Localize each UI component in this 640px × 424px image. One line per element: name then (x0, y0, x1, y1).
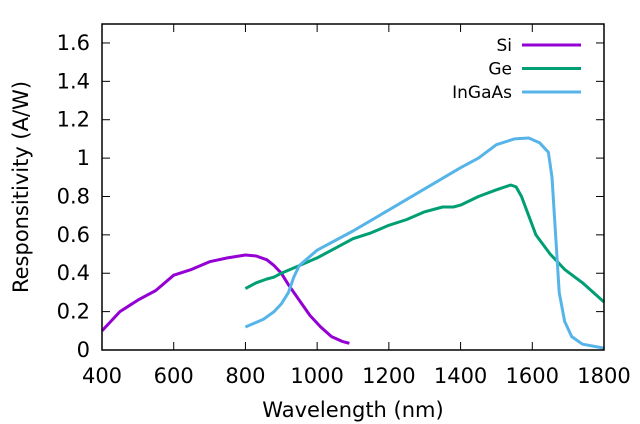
legend-label-ge: Ge (488, 60, 512, 80)
y-tick-label: 1.6 (57, 31, 90, 55)
x-tick-label: 1800 (577, 364, 630, 388)
y-tick-label: 0 (77, 338, 90, 362)
x-tick-label: 800 (225, 364, 265, 388)
y-tick-label: 1.2 (57, 108, 90, 132)
series-line-ge (244, 183, 605, 304)
x-tick-label: 1600 (506, 364, 559, 388)
x-tick-label: 600 (154, 364, 194, 388)
series-line-si (100, 253, 350, 345)
y-axis-title: Responsitivity (A/W) (9, 81, 33, 293)
x-tick-label: 1200 (362, 364, 415, 388)
legend-label-si: Si (496, 36, 512, 56)
legend-label-ingaas: InGaAs (452, 83, 512, 103)
y-tick-label: 0.8 (57, 184, 90, 208)
x-tick-label: 1400 (434, 364, 487, 388)
plot-frame (101, 23, 605, 351)
x-axis-title: Wavelength (nm) (262, 398, 443, 422)
x-tick-label: 1000 (290, 364, 343, 388)
series-line-ingaas (244, 136, 605, 350)
y-tick-label: 0.4 (57, 261, 90, 285)
y-tick-label: 1.4 (57, 69, 90, 93)
y-tick-label: 1 (77, 146, 90, 170)
y-tick-label: 0.6 (57, 223, 90, 247)
y-tick-label: 0.2 (57, 300, 90, 324)
x-tick-label: 400 (82, 364, 122, 388)
